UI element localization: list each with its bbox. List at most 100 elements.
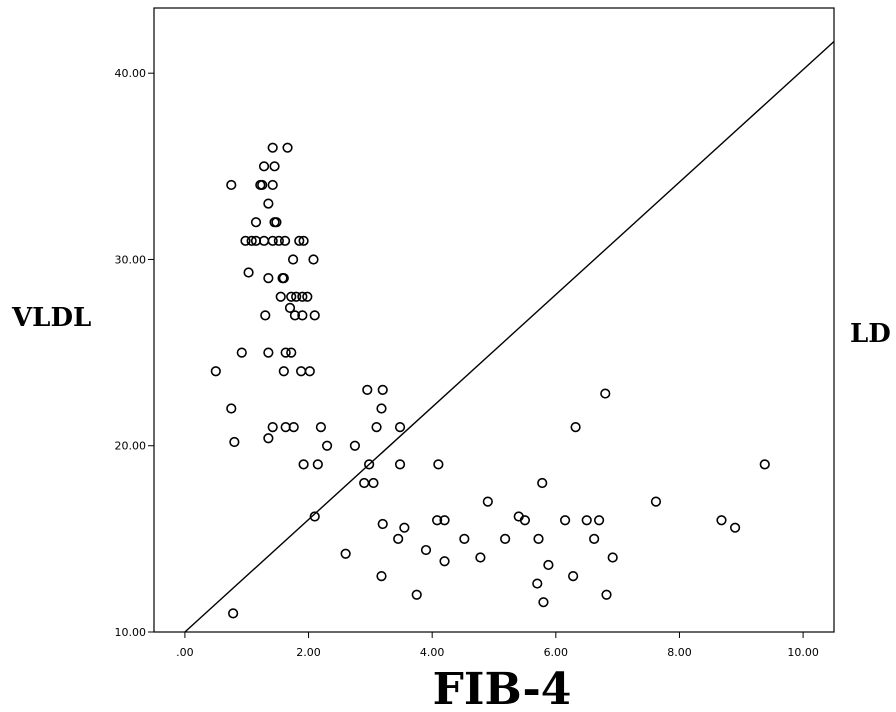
data-point bbox=[291, 291, 302, 302]
data-points bbox=[210, 142, 770, 619]
data-point bbox=[376, 571, 387, 582]
data-point bbox=[394, 459, 406, 470]
data-point bbox=[263, 272, 274, 284]
data-point bbox=[280, 347, 291, 358]
data-point bbox=[650, 496, 662, 507]
data-point bbox=[257, 179, 268, 191]
data-point bbox=[271, 217, 282, 228]
x-tick-label: 2.00 bbox=[296, 646, 321, 659]
data-point bbox=[340, 548, 351, 559]
right-axis-label: LD bbox=[850, 319, 891, 349]
data-point bbox=[258, 161, 270, 172]
y-axis-label: VLDL bbox=[11, 303, 91, 333]
data-point bbox=[537, 477, 548, 489]
data-point bbox=[289, 310, 301, 321]
data-point bbox=[371, 422, 382, 433]
data-point bbox=[236, 347, 247, 358]
plot-frame bbox=[153, 7, 835, 633]
data-point bbox=[519, 515, 531, 526]
x-tick-label: 10.00 bbox=[787, 646, 819, 659]
data-point bbox=[282, 142, 293, 153]
data-point bbox=[267, 422, 278, 433]
data-point bbox=[439, 556, 450, 567]
data-point bbox=[394, 422, 406, 433]
data-point bbox=[364, 459, 375, 470]
data-point bbox=[250, 217, 262, 228]
x-tick-label: 8.00 bbox=[667, 646, 692, 659]
y-tick-label: 20.00 bbox=[115, 440, 147, 453]
data-point bbox=[279, 235, 291, 246]
data-point bbox=[559, 515, 571, 526]
x-tick-label: 6.00 bbox=[544, 646, 569, 659]
data-point bbox=[377, 518, 388, 530]
data-point bbox=[229, 436, 240, 448]
data-point bbox=[226, 403, 237, 414]
data-point bbox=[593, 515, 605, 526]
data-point bbox=[600, 388, 611, 399]
data-point bbox=[308, 254, 319, 265]
data-point bbox=[543, 559, 554, 571]
data-point bbox=[500, 533, 511, 544]
data-point bbox=[243, 267, 254, 278]
data-point bbox=[304, 366, 315, 377]
data-point bbox=[269, 161, 280, 172]
data-point bbox=[298, 459, 309, 470]
data-point bbox=[432, 515, 443, 526]
data-point bbox=[399, 522, 410, 533]
data-point bbox=[315, 422, 327, 433]
reference-line bbox=[184, 41, 835, 633]
data-point bbox=[278, 272, 289, 284]
data-point bbox=[607, 552, 618, 563]
data-point bbox=[298, 235, 309, 246]
data-point bbox=[228, 608, 239, 619]
data-point bbox=[302, 291, 313, 302]
data-point bbox=[601, 589, 612, 600]
data-point bbox=[393, 533, 404, 544]
data-point bbox=[246, 235, 257, 246]
x-axis-label: FIB-4 bbox=[433, 664, 572, 712]
data-point bbox=[309, 310, 320, 321]
data-point bbox=[482, 496, 493, 507]
data-point bbox=[475, 552, 486, 563]
data-point bbox=[589, 533, 600, 544]
data-point bbox=[321, 440, 333, 451]
data-point bbox=[288, 422, 299, 433]
data-point bbox=[287, 254, 299, 265]
data-point bbox=[376, 403, 387, 414]
data-point bbox=[267, 235, 278, 246]
data-point bbox=[568, 571, 579, 582]
data-point bbox=[420, 544, 432, 556]
data-point bbox=[439, 515, 450, 526]
data-point bbox=[581, 515, 592, 526]
data-point bbox=[267, 142, 278, 153]
data-point bbox=[275, 291, 286, 302]
data-point bbox=[759, 459, 770, 470]
data-point bbox=[263, 433, 274, 444]
data-point bbox=[411, 589, 422, 600]
data-point bbox=[297, 310, 308, 321]
data-point bbox=[284, 302, 296, 313]
data-point bbox=[226, 179, 237, 191]
data-point bbox=[349, 440, 361, 451]
y-tick-label: 10.00 bbox=[115, 626, 147, 639]
data-point bbox=[362, 384, 373, 395]
data-point bbox=[263, 347, 274, 358]
data-point bbox=[278, 366, 289, 377]
data-point bbox=[532, 578, 543, 589]
data-point bbox=[433, 459, 444, 470]
data-point bbox=[538, 597, 549, 608]
data-point bbox=[368, 477, 379, 489]
y-tick-label: 30.00 bbox=[115, 253, 147, 266]
axis-ticks: .00 2.00 4.00 6.00 8.00 10.00 10.00 20.00 30.00 4… bbox=[115, 67, 819, 659]
x-tick-label: 4.00 bbox=[420, 646, 445, 659]
data-point bbox=[210, 366, 221, 377]
data-point bbox=[260, 310, 271, 321]
x-tick-label: .00 bbox=[176, 646, 194, 659]
data-point bbox=[286, 291, 297, 302]
data-point bbox=[294, 235, 305, 246]
data-point bbox=[459, 533, 470, 544]
data-point bbox=[267, 179, 278, 191]
data-point bbox=[263, 198, 274, 209]
data-point bbox=[286, 347, 297, 358]
